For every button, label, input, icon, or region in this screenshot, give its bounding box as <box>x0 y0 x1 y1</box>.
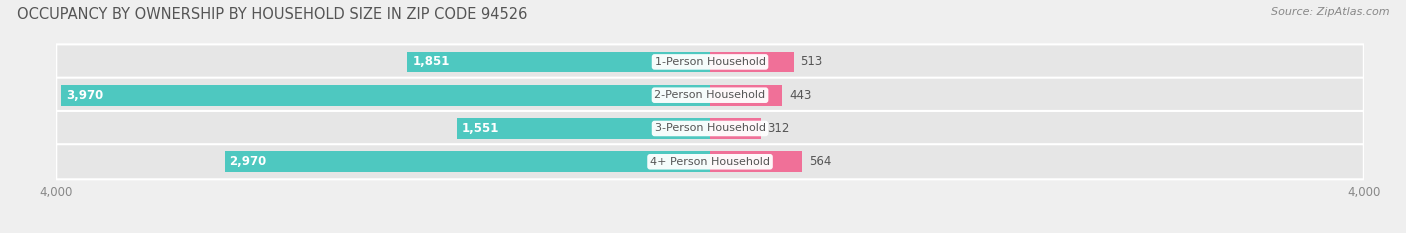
Bar <box>710 51 794 72</box>
Text: Source: ZipAtlas.com: Source: ZipAtlas.com <box>1271 7 1389 17</box>
Text: 564: 564 <box>808 155 831 168</box>
Text: 443: 443 <box>789 89 811 102</box>
Text: 513: 513 <box>800 55 823 69</box>
Bar <box>457 118 710 139</box>
Text: 2,970: 2,970 <box>229 155 267 168</box>
FancyBboxPatch shape <box>56 44 1364 79</box>
Bar <box>408 51 710 72</box>
Bar <box>710 151 803 172</box>
Text: 1,551: 1,551 <box>461 122 499 135</box>
Bar <box>710 85 782 106</box>
FancyBboxPatch shape <box>56 144 1364 179</box>
Text: 1,851: 1,851 <box>412 55 450 69</box>
Text: 1-Person Household: 1-Person Household <box>655 57 765 67</box>
Text: 312: 312 <box>768 122 790 135</box>
Bar <box>225 151 710 172</box>
FancyBboxPatch shape <box>56 111 1364 146</box>
Text: 2-Person Household: 2-Person Household <box>654 90 766 100</box>
Text: 3-Person Household: 3-Person Household <box>655 123 765 134</box>
Bar <box>710 118 761 139</box>
FancyBboxPatch shape <box>56 78 1364 113</box>
Bar <box>60 85 710 106</box>
Text: OCCUPANCY BY OWNERSHIP BY HOUSEHOLD SIZE IN ZIP CODE 94526: OCCUPANCY BY OWNERSHIP BY HOUSEHOLD SIZE… <box>17 7 527 22</box>
Text: 4+ Person Household: 4+ Person Household <box>650 157 770 167</box>
Text: 3,970: 3,970 <box>66 89 103 102</box>
